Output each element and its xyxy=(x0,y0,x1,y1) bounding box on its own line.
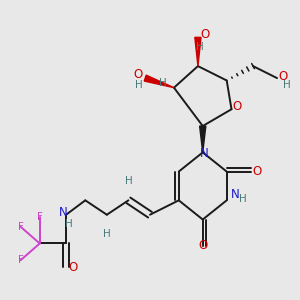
Polygon shape xyxy=(144,75,174,88)
Text: O: O xyxy=(233,100,242,113)
Text: H: H xyxy=(159,78,167,88)
Text: O: O xyxy=(252,165,261,178)
Polygon shape xyxy=(200,126,206,152)
Text: N: N xyxy=(59,206,68,219)
Text: H: H xyxy=(196,42,204,52)
Text: F: F xyxy=(18,222,23,232)
Text: H: H xyxy=(124,176,132,186)
Text: H: H xyxy=(135,80,143,90)
Text: F: F xyxy=(18,255,23,265)
Text: O: O xyxy=(69,261,78,274)
Text: O: O xyxy=(278,70,288,83)
Text: O: O xyxy=(198,239,207,252)
Text: H: H xyxy=(103,229,111,239)
Text: F: F xyxy=(37,212,43,222)
Text: H: H xyxy=(64,219,72,229)
Text: N: N xyxy=(200,147,208,160)
Text: O: O xyxy=(134,68,142,81)
Text: N: N xyxy=(231,188,239,201)
Text: H: H xyxy=(283,80,290,90)
Text: O: O xyxy=(200,28,210,41)
Polygon shape xyxy=(195,37,201,66)
Text: H: H xyxy=(239,194,247,204)
